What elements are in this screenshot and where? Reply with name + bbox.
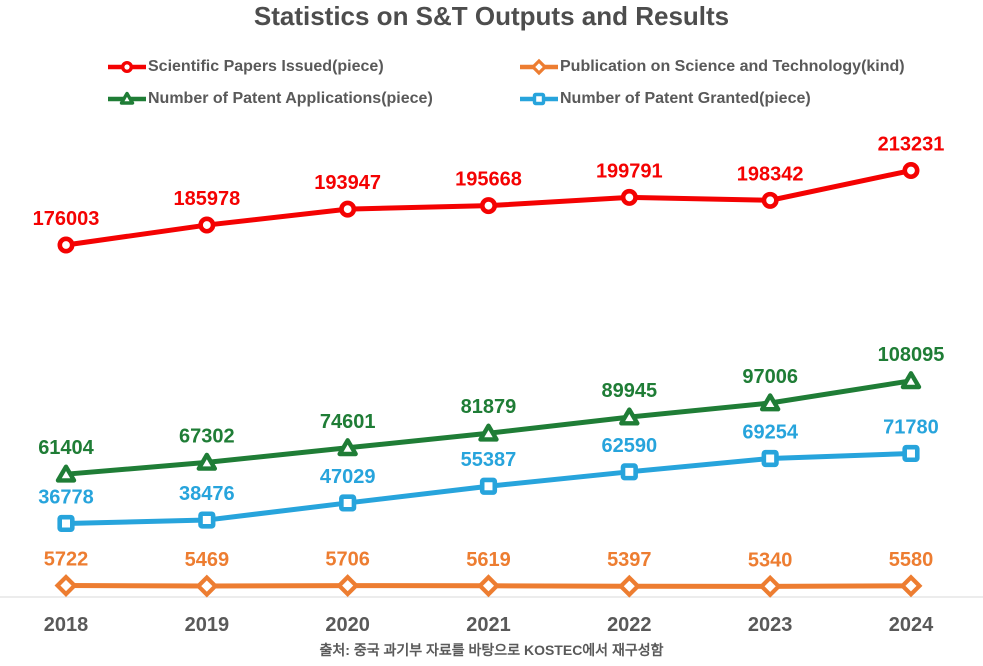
triangle-marker-icon xyxy=(119,91,135,105)
circle-legend-marker-icon xyxy=(108,60,146,74)
data-label: 89945 xyxy=(602,380,658,402)
x-axis-tick-label: 2019 xyxy=(185,614,230,636)
square-marker-icon xyxy=(479,477,498,495)
circle-marker-icon xyxy=(479,197,497,215)
triangle-marker-icon xyxy=(900,371,922,390)
data-label: 62590 xyxy=(602,435,658,457)
series-patent-granted: 36778 38476 47029 55387 62590 69254 71780 xyxy=(38,416,939,533)
diamond-marker-icon xyxy=(195,574,219,598)
data-label: 199791 xyxy=(596,160,663,182)
square-marker-icon xyxy=(620,463,638,481)
triangle-legend-marker-icon xyxy=(108,91,146,105)
circle-marker-icon xyxy=(339,200,357,218)
legend-item-patent-granted: Number of Patent Granted(piece) xyxy=(520,90,905,108)
diamond-marker-icon xyxy=(899,574,923,598)
triangle-marker-icon xyxy=(55,464,77,483)
data-label: 185978 xyxy=(173,188,240,210)
data-label: 69254 xyxy=(742,421,798,443)
data-label: 55387 xyxy=(461,449,517,471)
diamond-marker-icon xyxy=(617,574,641,598)
data-label: 5580 xyxy=(889,549,934,571)
data-label: 67302 xyxy=(179,425,235,447)
data-label: 5619 xyxy=(466,549,511,571)
x-axis-tick-label: 2020 xyxy=(325,614,370,636)
x-axis-tick-label: 2024 xyxy=(889,614,934,636)
square-marker-icon xyxy=(57,514,75,533)
diamond-marker-icon xyxy=(336,574,360,598)
data-label: 5397 xyxy=(607,549,652,571)
legend-item-patent-applications: Number of Patent Applications(piece) xyxy=(108,90,520,108)
data-label: 108095 xyxy=(878,344,945,366)
square-marker-icon xyxy=(902,444,920,463)
diamond-marker-icon xyxy=(477,574,500,598)
series-publication-science-technology: 5722 5469 5706 5619 5397 5340 5580 xyxy=(44,549,934,598)
circle-marker-icon xyxy=(761,191,779,209)
series-patent-applications: 61404 67302 74601 81879 89945 97006 108095 xyxy=(38,344,945,483)
triangle-marker-icon xyxy=(478,423,499,442)
circle-marker-icon xyxy=(57,236,75,254)
data-label: 74601 xyxy=(320,411,376,433)
data-label: 5469 xyxy=(185,549,230,571)
circle-marker-icon xyxy=(902,162,920,180)
x-axis-tick-label: 2023 xyxy=(748,614,793,636)
triangle-marker-icon xyxy=(196,452,218,471)
data-label: 198342 xyxy=(737,163,804,185)
circle-marker-icon xyxy=(120,60,134,74)
legend-label: Publication on Science and Technology(ki… xyxy=(560,58,905,75)
data-label: 5722 xyxy=(44,549,89,571)
triangle-marker-icon xyxy=(337,438,358,457)
data-label: 176003 xyxy=(33,208,100,230)
legend: Scientific Papers Issued(piece) Publicati… xyxy=(108,58,905,108)
data-label: 81879 xyxy=(461,396,517,418)
series-scientific-papers-issued: 176003 185978 193947 195668 199791 198342 2132… xyxy=(33,134,945,254)
data-label: 61404 xyxy=(38,437,94,459)
data-label: 36778 xyxy=(38,486,94,508)
data-label: 47029 xyxy=(320,466,376,488)
x-axis-tick-label: 2021 xyxy=(466,614,511,636)
legend-label: Number of Patent Applications(piece) xyxy=(148,90,433,107)
source-note: 출처: 중국 과기부 자료를 바탕으로 KOSTEC에서 재구성함 xyxy=(319,642,664,658)
data-label: 5340 xyxy=(748,549,793,571)
data-label: 213231 xyxy=(878,134,945,156)
circle-marker-icon xyxy=(198,216,216,234)
data-label: 38476 xyxy=(179,483,235,505)
square-legend-marker-icon xyxy=(520,92,558,106)
legend-label: Number of Patent Granted(piece) xyxy=(560,90,811,107)
legend-item-scientific-papers-issued: Scientific Papers Issued(piece) xyxy=(108,58,520,76)
chart-title: Statistics on S&T Outputs and Results xyxy=(253,1,730,31)
data-label: 195668 xyxy=(455,169,522,191)
data-label: 5706 xyxy=(325,549,370,571)
diamond-marker-icon xyxy=(530,58,548,76)
x-axis-tick-label: 2022 xyxy=(607,614,652,636)
square-marker-icon xyxy=(198,511,216,529)
data-label: 97006 xyxy=(742,366,798,388)
triangle-marker-icon xyxy=(759,393,781,412)
data-label: 193947 xyxy=(314,172,381,194)
circle-marker-icon xyxy=(620,188,638,206)
square-marker-icon xyxy=(532,92,546,106)
data-label: 71780 xyxy=(883,416,939,438)
diamond-marker-icon xyxy=(758,574,782,598)
diamond-marker-icon xyxy=(54,574,78,598)
legend-label: Scientific Papers Issued(piece) xyxy=(148,58,384,75)
square-marker-icon xyxy=(761,449,779,468)
diamond-legend-marker-icon xyxy=(520,58,558,76)
square-marker-icon xyxy=(339,494,357,512)
x-axis-tick-label: 2018 xyxy=(44,614,89,636)
triangle-marker-icon xyxy=(619,407,640,426)
legend-item-publication-science-technology: Publication on Science and Technology(ki… xyxy=(520,58,905,76)
